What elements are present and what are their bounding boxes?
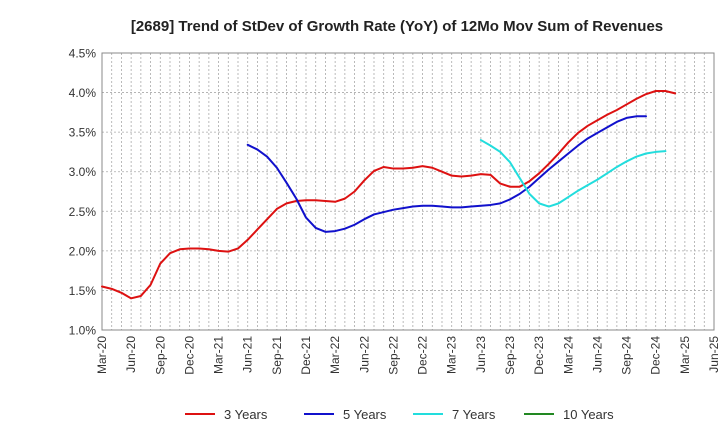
x-tick-label: Jun-21 xyxy=(241,336,255,373)
x-tick-label: Mar-23 xyxy=(445,336,459,374)
x-tick-label: Sep-24 xyxy=(620,336,634,375)
y-tick-label: 3.0% xyxy=(69,165,97,179)
legend: 3 Years 5 Years 7 Years 10 Years xyxy=(185,407,614,422)
x-tick-label: Mar-21 xyxy=(212,336,226,374)
x-tick-label: Jun-20 xyxy=(124,336,138,373)
x-tick-label: Mar-25 xyxy=(678,336,692,374)
plot-area-border xyxy=(101,52,715,331)
legend-label-3-years: 3 Years xyxy=(224,407,268,422)
x-tick-label: Dec-21 xyxy=(299,336,313,375)
x-tick-label: Sep-22 xyxy=(386,336,400,375)
x-tick-label: Mar-22 xyxy=(328,336,342,374)
x-tick-label: Dec-22 xyxy=(416,336,430,375)
x-tick-label: Sep-23 xyxy=(503,336,517,375)
y-tick-label: 2.0% xyxy=(69,244,97,258)
series-line-7-years xyxy=(479,139,667,208)
grid-lines xyxy=(102,53,714,330)
x-tick-label: Jun-23 xyxy=(474,336,488,373)
series-line-3-years xyxy=(101,89,677,300)
chart-title: [2689] Trend of StDev of Growth Rate (Yo… xyxy=(131,18,663,35)
x-tick-label: Dec-20 xyxy=(182,336,196,375)
y-tick-label: 1.0% xyxy=(69,324,97,338)
x-tick-label: Sep-20 xyxy=(153,336,167,375)
series-lines xyxy=(101,89,677,300)
x-tick-label: Dec-24 xyxy=(649,336,663,375)
legend-label-7-years: 7 Years xyxy=(452,407,496,422)
x-tick-label: Sep-21 xyxy=(270,336,284,375)
y-tick-label: 4.0% xyxy=(69,86,97,100)
legend-label-5-years: 5 Years xyxy=(343,407,387,422)
y-tick-label: 4.5% xyxy=(69,47,97,61)
x-tick-label: Jun-24 xyxy=(590,336,604,373)
y-tick-label: 3.5% xyxy=(69,126,97,140)
x-tick-label: Jun-25 xyxy=(707,336,720,373)
x-tick-label: Mar-20 xyxy=(95,336,109,374)
y-tick-label: 2.5% xyxy=(69,205,97,219)
x-axis: Mar-20 Jun-20 Sep-20 Dec-20 Mar-21 Jun-21 Sep-… xyxy=(95,336,720,375)
x-tick-label: Mar-24 xyxy=(561,336,575,374)
x-tick-label: Jun-22 xyxy=(357,336,371,373)
legend-label-10-years: 10 Years xyxy=(563,407,614,422)
x-tick-label: Dec-23 xyxy=(532,336,546,375)
series-line-5-years xyxy=(246,115,647,233)
y-tick-label: 1.5% xyxy=(69,284,97,298)
y-axis: 1.0% 1.5% 2.0% 2.5% 3.0% 3.5% 4.0% 4.5% xyxy=(69,47,97,338)
